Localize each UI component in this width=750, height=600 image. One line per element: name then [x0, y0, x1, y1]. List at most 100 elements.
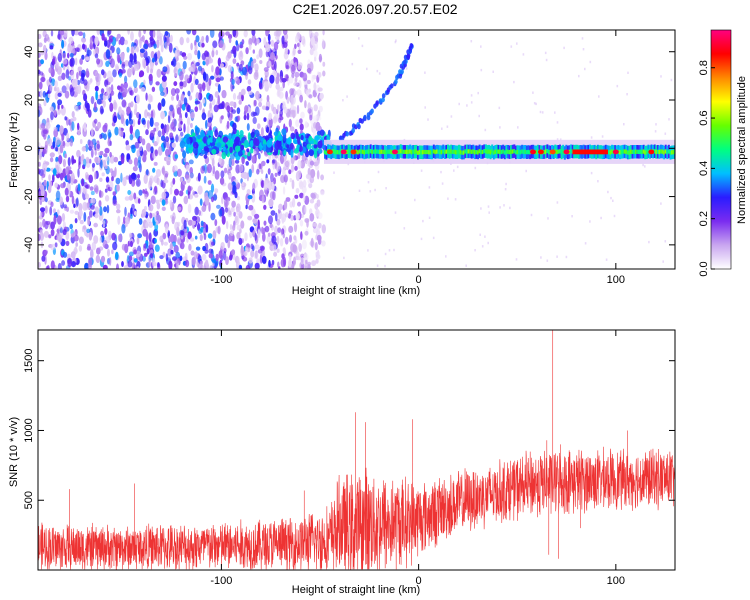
- spectrogram-noise-blob: [304, 218, 310, 223]
- spectrogram-noise-blob: [71, 111, 75, 118]
- spectrogram-signal-core: [500, 149, 503, 155]
- spectrogram-speckle: [648, 240, 650, 244]
- spectrogram-noise-blob: [44, 34, 50, 42]
- spectrogram-noise-blob: [143, 30, 146, 35]
- spectrogram-signal-core: [628, 150, 631, 155]
- spectrogram-noise-blob: [65, 195, 70, 203]
- spectrogram-signal-core: [376, 149, 378, 154]
- spectrogram-signal-core: [488, 149, 490, 154]
- spectrogram-signal-core: [371, 149, 374, 155]
- spectrogram-noise-blob: [62, 52, 66, 59]
- spectrogram-noise-blob: [133, 79, 138, 88]
- spectrogram-noise-blob: [199, 260, 203, 265]
- spectrogram-noise-blob: [165, 148, 170, 157]
- spectrogram-noise-blob: [164, 223, 169, 234]
- colorbar-gradient: [710, 29, 732, 270]
- spectrogram-noise-blob: [208, 77, 212, 87]
- spectrogram-noise-blob: [190, 42, 193, 51]
- spectrogram-noise-blob: [297, 159, 302, 170]
- spectrogram-noise-blob: [148, 204, 154, 212]
- spectrogram-signal-core: [402, 149, 405, 154]
- spectrogram-noise-blob: [64, 187, 69, 196]
- spectrogram-noise-blob: [251, 34, 256, 44]
- spectrogram-turbulent-blob: [214, 129, 219, 137]
- spectrogram-noise-blob: [307, 79, 311, 85]
- spectrogram-noise-blob: [199, 234, 203, 242]
- spectrogram-noise-blob: [38, 52, 41, 58]
- spectrogram-noise-blob: [304, 205, 307, 214]
- spectrogram-noise-blob: [99, 236, 103, 244]
- spectrogram-noise-blob: [77, 122, 80, 131]
- spectrogram-turbulent-blob: [300, 134, 304, 141]
- spectrogram-noise-blob: [88, 174, 93, 184]
- spectrogram-noise-blob: [214, 170, 220, 180]
- spectrogram-noise-blob: [292, 155, 296, 162]
- spectrogram-noise-blob: [189, 173, 194, 179]
- spectrogram-turbulent-blob: [290, 132, 296, 140]
- spectrogram-noise-blob: [50, 30, 54, 37]
- spectrogram-noise-blob: [116, 47, 121, 55]
- spectrogram-noise-blob: [177, 238, 182, 245]
- spectrogram-speckle: [470, 40, 473, 43]
- spectrogram-noise-blob: [78, 245, 83, 252]
- spectrogram-noise-blob: [71, 261, 76, 268]
- spectrogram-noise-blob: [288, 259, 292, 268]
- spectrogram-noise-blob: [215, 49, 219, 56]
- spectrogram-signal-core: [470, 149, 473, 154]
- spectrogram-noise-blob: [94, 85, 99, 92]
- spectrogram-noise-blob: [127, 190, 132, 195]
- spectrogram-noise-blob: [157, 130, 162, 138]
- spectrogram-noise-blob: [54, 80, 58, 88]
- spectrogram-turbulent-blob: [313, 150, 318, 159]
- spectrogram-noise-blob: [87, 264, 93, 269]
- spectrogram-noise-blob: [258, 48, 263, 58]
- spectrogram-speckle: [358, 37, 360, 40]
- spectrogram-noise-blob: [195, 246, 201, 251]
- spectrogram-noise-blob: [227, 182, 233, 191]
- spectrogram-signal-core: [360, 149, 363, 154]
- spectrogram-signal-core: [472, 149, 475, 154]
- spectrogram-speckle: [481, 245, 484, 248]
- spectrogram-signal-core: [415, 149, 418, 154]
- spectrogram-noise-blob: [83, 79, 88, 86]
- spectrogram-signal-core: [508, 150, 511, 155]
- colorbar-tick-label: 0.4: [698, 161, 710, 176]
- spectrogram-noise-blob: [61, 39, 65, 49]
- spectrogram-noise-blob: [257, 228, 261, 239]
- spectrogram-noise-blob: [236, 107, 241, 115]
- spectrogram-signal-core: [660, 149, 662, 154]
- spectrogram-noise-blob: [61, 213, 66, 222]
- spectrogram-speckle: [346, 95, 348, 98]
- spectrogram-speckle: [342, 99, 344, 102]
- spectrogram-noise-blob: [124, 75, 128, 84]
- spectrogram-noise-blob: [236, 207, 241, 216]
- spectrogram-signal-core: [495, 149, 498, 154]
- spectrogram-noise-blob: [170, 249, 174, 255]
- spectrogram-noise-blob: [70, 70, 75, 81]
- spectrogram-signal-core: [619, 150, 621, 155]
- spectrogram-noise-blob: [247, 79, 252, 85]
- spectrogram-noise-blob: [65, 166, 69, 175]
- spectrogram-noise-blob: [203, 164, 208, 174]
- spectrogram-noise-blob: [184, 174, 190, 179]
- spectrogram-turbulent-blob: [314, 135, 320, 141]
- spectrogram-noise-blob: [310, 36, 315, 46]
- spectrogram-noise-blob: [85, 143, 89, 153]
- spectrogram-noise-blob: [263, 179, 268, 190]
- spectrogram-signal-core: [503, 150, 506, 155]
- spectrogram-noise-blob: [216, 204, 221, 209]
- spectrogram-speckle: [627, 71, 629, 74]
- spectrogram-noise-blob: [318, 105, 323, 113]
- spectrogram-noise-blob: [150, 68, 153, 74]
- spectrogram-noise-blob: [134, 129, 140, 139]
- spectrogram-noise-blob: [190, 111, 195, 119]
- spectrogram-signal-core: [636, 149, 639, 154]
- spectrogram-signal-core: [417, 150, 419, 155]
- spectrogram-signal-core: [420, 150, 423, 155]
- spectrogram-noise-blob: [205, 59, 210, 66]
- spectrogram-hot-spot: [392, 149, 398, 155]
- spectrogram-signal-core: [462, 150, 465, 155]
- spectrogram-noise-blob: [225, 54, 230, 62]
- spectrogram-noise-blob: [62, 251, 68, 258]
- spectrogram-noise-blob: [138, 218, 143, 225]
